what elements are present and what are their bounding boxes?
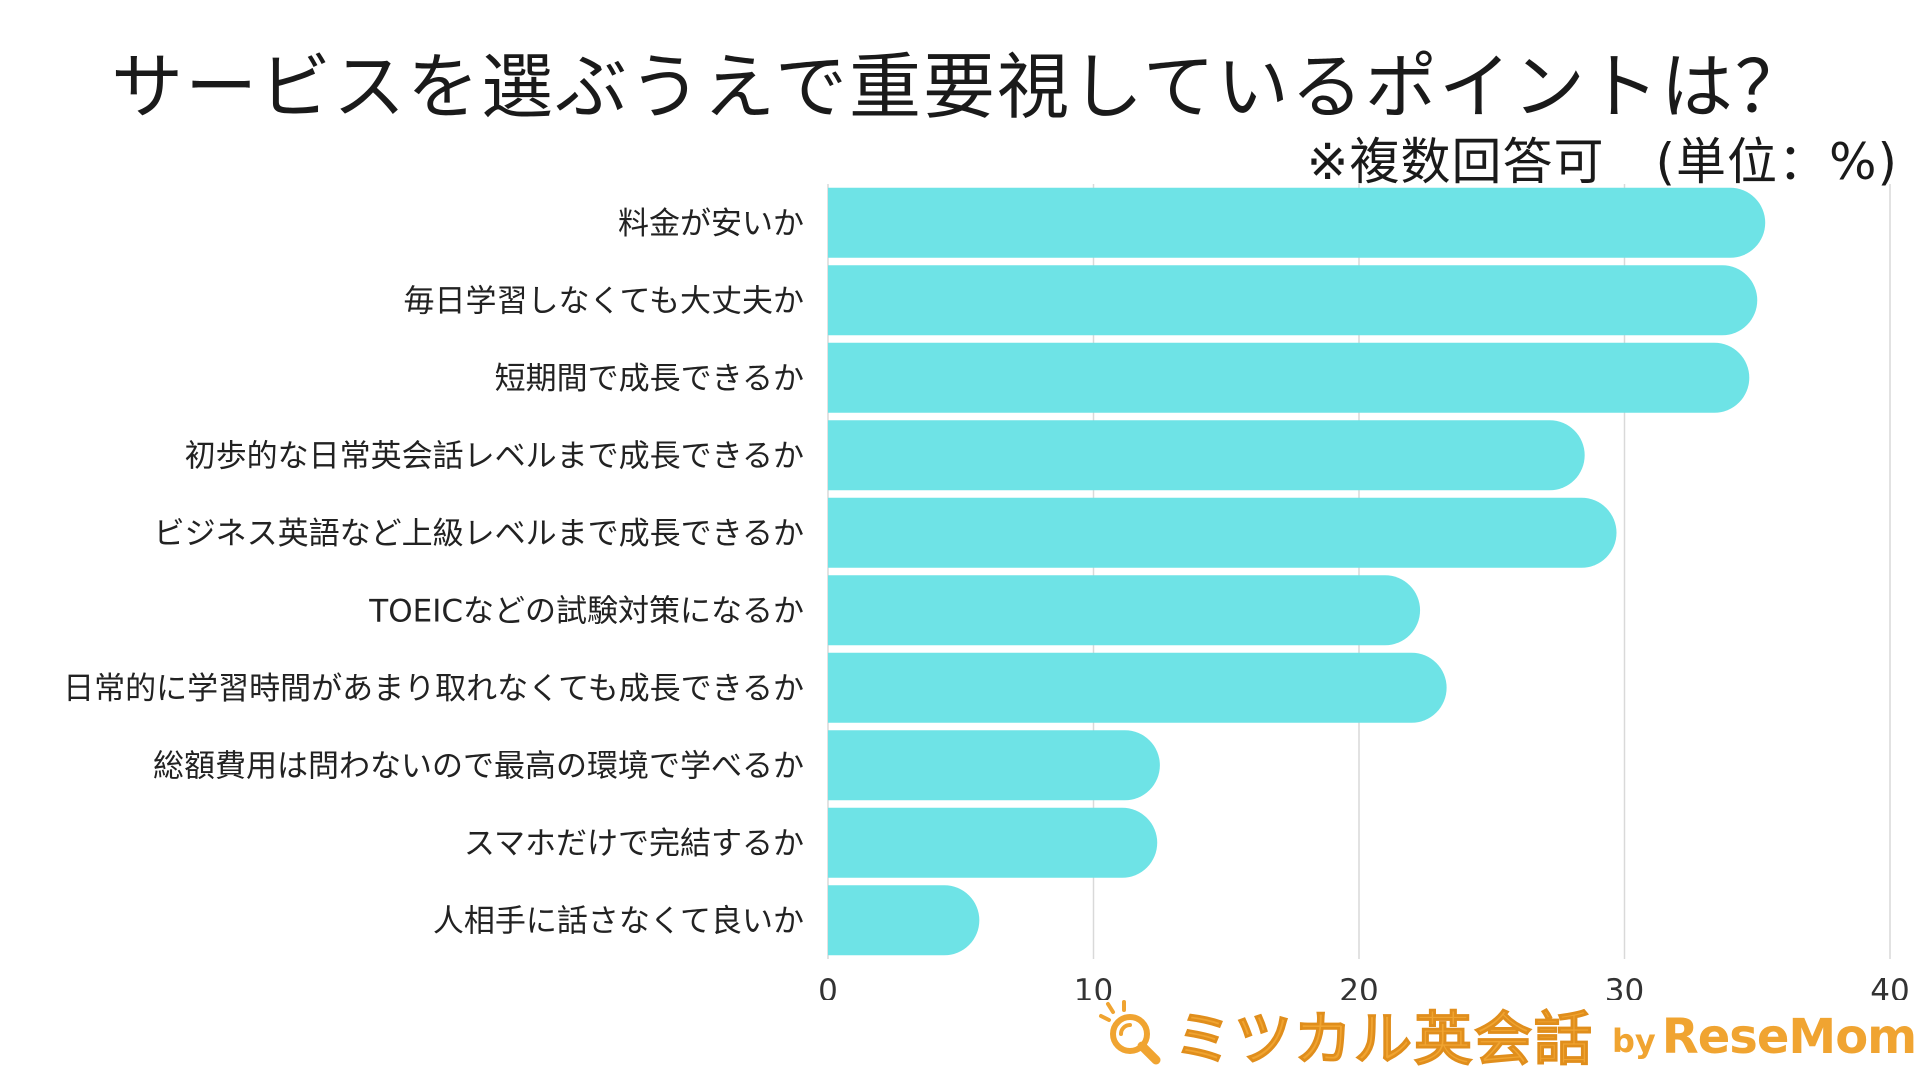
category-label: 初歩的な日常英会話レベルまで成長できるか <box>185 438 804 474</box>
category-label: 日常的に学習時間があまり取れなくても成長できるか <box>63 671 804 707</box>
category-label: TOEICなどの試験対策になるか <box>368 593 804 629</box>
brand-logo: ミツカル英会話 by ReseMom <box>1098 994 1917 1074</box>
x-axis-ticks: 0 10 20 30 40 <box>818 973 1910 1000</box>
bar <box>828 575 1421 646</box>
bar <box>828 807 1158 878</box>
magnifier-logo-icon <box>1099 1000 1161 1065</box>
category-labels: 料金が安いか毎日学習しなくても大丈夫か短期間で成長できるか初歩的な日常英会話レベ… <box>63 206 804 940</box>
bar <box>828 265 1758 336</box>
bar <box>828 187 1766 258</box>
bar <box>828 730 1160 801</box>
bar-chart: 料金が安いか毎日学習しなくても大丈夫か短期間で成長できるか初歩的な日常英会話レベ… <box>63 184 1910 1000</box>
category-label: 短期間で成長できるか <box>495 361 804 397</box>
x-tick-label: 30 <box>1605 973 1644 1000</box>
bar <box>828 885 980 956</box>
category-label: 人相手に話さなくて良いか <box>433 903 804 939</box>
category-label: 総額費用は問わないので最高の環境で学べるか <box>153 748 804 784</box>
bars <box>828 187 1766 956</box>
category-label: スマホだけで完結するか <box>464 826 804 862</box>
x-tick-label: 40 <box>1870 973 1909 1000</box>
logo-brand-text: ReseMom <box>1661 1009 1917 1065</box>
x-tick-label: 20 <box>1339 973 1378 1000</box>
category-label: 毎日学習しなくても大丈夫か <box>403 283 804 319</box>
logo-by-text: by <box>1612 1022 1656 1060</box>
logo-main-text: ミツカル英会話 <box>1173 1005 1595 1074</box>
category-label: ビジネス英語など上級レベルまで成長できるか <box>154 516 804 552</box>
bar <box>828 420 1585 491</box>
bar <box>828 497 1617 568</box>
chart-subtitle: ※複数回答可 (単位：%) <box>1306 133 1898 191</box>
x-tick-label: 10 <box>1074 973 1113 1000</box>
bar <box>828 342 1750 413</box>
bar <box>828 652 1447 723</box>
x-tick-label: 0 <box>818 973 838 1000</box>
chart-title: サービスを選ぶうえで重要視しているポイントは？ <box>111 45 1809 129</box>
category-label: 料金が安いか <box>618 206 804 242</box>
